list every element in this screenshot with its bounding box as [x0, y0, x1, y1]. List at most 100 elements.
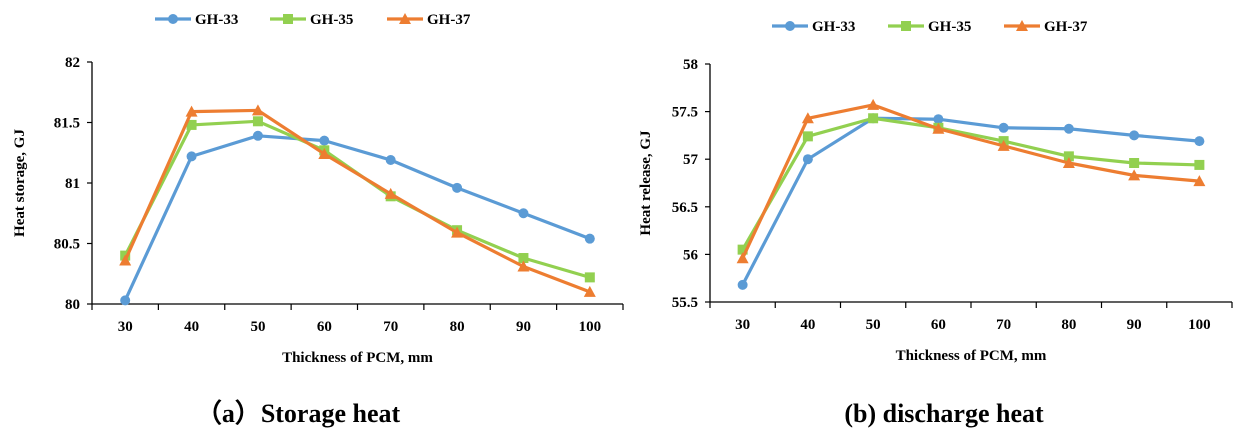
data-point-gh-33 [802, 154, 813, 165]
y-tick-label: 57 [683, 152, 699, 168]
data-point-gh-37 [583, 285, 596, 297]
y-axis-title: Heat release, GJ [638, 130, 654, 236]
data-point-gh-33 [933, 114, 944, 125]
data-point-gh-37 [451, 226, 464, 238]
series-group [119, 104, 596, 306]
data-point-gh-37 [932, 122, 945, 134]
data-point-gh-35 [802, 131, 813, 142]
x-tick-label: 30 [118, 319, 133, 335]
data-point-gh-35 [252, 116, 263, 127]
legend-label-gh-33: GH-33 [812, 19, 855, 35]
x-tick-label: 100 [579, 319, 602, 335]
x-tick-label: 50 [866, 317, 881, 333]
data-point-gh-37 [1062, 157, 1075, 169]
data-point-gh-33 [737, 279, 748, 290]
x-tick-label: 50 [250, 319, 265, 335]
y-tick-label: 82 [65, 55, 80, 71]
data-point-gh-33 [1063, 123, 1074, 134]
series-line-gh-37 [123, 108, 591, 294]
x-tick-label: 80 [1061, 317, 1076, 333]
x-tick-label: 60 [317, 319, 332, 335]
y-tick-label: 80 [65, 297, 80, 313]
data-point-gh-37 [736, 252, 749, 264]
x-tick-label: 90 [1127, 317, 1142, 333]
legend-label-gh-37: GH-37 [1044, 19, 1088, 35]
y-axis-title: Heat storage, GJ [12, 129, 28, 237]
legend-marker-gh-33 [785, 21, 795, 31]
chart-storage-heat: GH-33 GH-35 GH-37 80 80.5 81 81.5 82 30 40 50 60 70… [12, 12, 624, 428]
data-point-gh-37 [517, 260, 530, 272]
data-point-gh-35 [737, 244, 748, 255]
axes: 80 80.5 81 81.5 82 30 40 50 60 70 80 90 100 [54, 55, 624, 335]
data-point-gh-33 [998, 122, 1009, 133]
data-point-gh-37 [1193, 175, 1206, 187]
data-point-gh-33 [1129, 130, 1140, 141]
y-tick-label: 55.5 [672, 295, 698, 311]
legend-marker-gh-37 [399, 13, 411, 24]
legend: GH-33 GH-35 GH-37 [155, 12, 471, 28]
data-point-gh-35 [186, 119, 197, 130]
y-tick-label: 81 [65, 176, 80, 192]
data-point-gh-35 [868, 113, 879, 124]
data-point-gh-37 [997, 139, 1010, 151]
legend-label-gh-33: GH-33 [195, 12, 238, 28]
y-tick-label: 56 [683, 247, 699, 263]
data-point-gh-33 [385, 155, 396, 166]
x-tick-label: 100 [1188, 317, 1211, 333]
x-axis-title: Thickness of PCM, mm [896, 348, 1047, 364]
y-tick-label: 80.5 [54, 237, 80, 253]
x-tick-label: 70 [383, 319, 398, 335]
data-point-gh-37 [251, 104, 264, 116]
legend-marker-gh-33 [168, 14, 178, 24]
data-point-gh-37 [1128, 169, 1141, 181]
legend: GH-33 GH-35 GH-37 [772, 19, 1088, 35]
series-line-gh-33 [741, 116, 1200, 286]
legend-marker-gh-35 [283, 14, 293, 24]
data-point-gh-33 [186, 151, 197, 162]
axes: 55.5 56 56.5 57 57.5 58 30 40 50 60 70 80 90 100 [672, 57, 1233, 333]
data-point-gh-33 [319, 135, 330, 146]
data-point-gh-35 [518, 253, 529, 264]
data-point-gh-37 [384, 187, 397, 199]
legend-label-gh-37: GH-37 [427, 12, 471, 28]
data-point-gh-37 [801, 112, 814, 124]
data-point-gh-35 [1129, 158, 1140, 169]
data-point-gh-35 [584, 272, 595, 283]
x-tick-label: 40 [800, 317, 815, 333]
series-line-gh-33 [123, 134, 591, 302]
data-point-gh-37 [185, 105, 198, 117]
series-line-gh-35 [741, 116, 1200, 251]
x-axis-title: Thickness of PCM, mm [282, 350, 433, 366]
data-point-gh-37 [318, 147, 331, 159]
y-tick-label: 81.5 [54, 116, 80, 132]
data-point-gh-33 [252, 130, 263, 141]
y-tick-label: 57.5 [672, 105, 698, 121]
data-point-gh-33 [120, 295, 131, 306]
data-point-gh-33 [518, 208, 529, 219]
y-tick-label: 56.5 [672, 200, 698, 216]
legend-marker-gh-35 [901, 21, 911, 31]
caption: (b) discharge heat [844, 399, 1044, 428]
data-point-gh-37 [867, 98, 880, 110]
data-point-gh-37 [119, 254, 132, 266]
data-point-gh-35 [1194, 159, 1205, 170]
legend-marker-gh-37 [1016, 20, 1028, 31]
x-tick-label: 30 [735, 317, 750, 333]
series-line-gh-37 [741, 103, 1200, 259]
x-tick-label: 90 [516, 319, 531, 335]
data-point-gh-33 [1194, 136, 1205, 147]
y-tick-label: 58 [683, 57, 698, 73]
x-tick-label: 80 [450, 319, 465, 335]
legend-label-gh-35: GH-35 [928, 19, 971, 35]
data-point-gh-33 [584, 233, 595, 244]
series-group [736, 98, 1206, 290]
caption: （a）Storage heat [196, 399, 401, 428]
data-point-gh-33 [452, 182, 463, 193]
legend-label-gh-35: GH-35 [310, 12, 353, 28]
chart-discharge-heat: GH-33 GH-35 GH-37 55.5 56 56.5 57 57.5 58 30 40 50… [638, 19, 1233, 428]
x-tick-label: 60 [931, 317, 946, 333]
x-tick-label: 70 [996, 317, 1011, 333]
data-point-gh-35 [1063, 151, 1074, 162]
x-tick-label: 40 [184, 319, 199, 335]
